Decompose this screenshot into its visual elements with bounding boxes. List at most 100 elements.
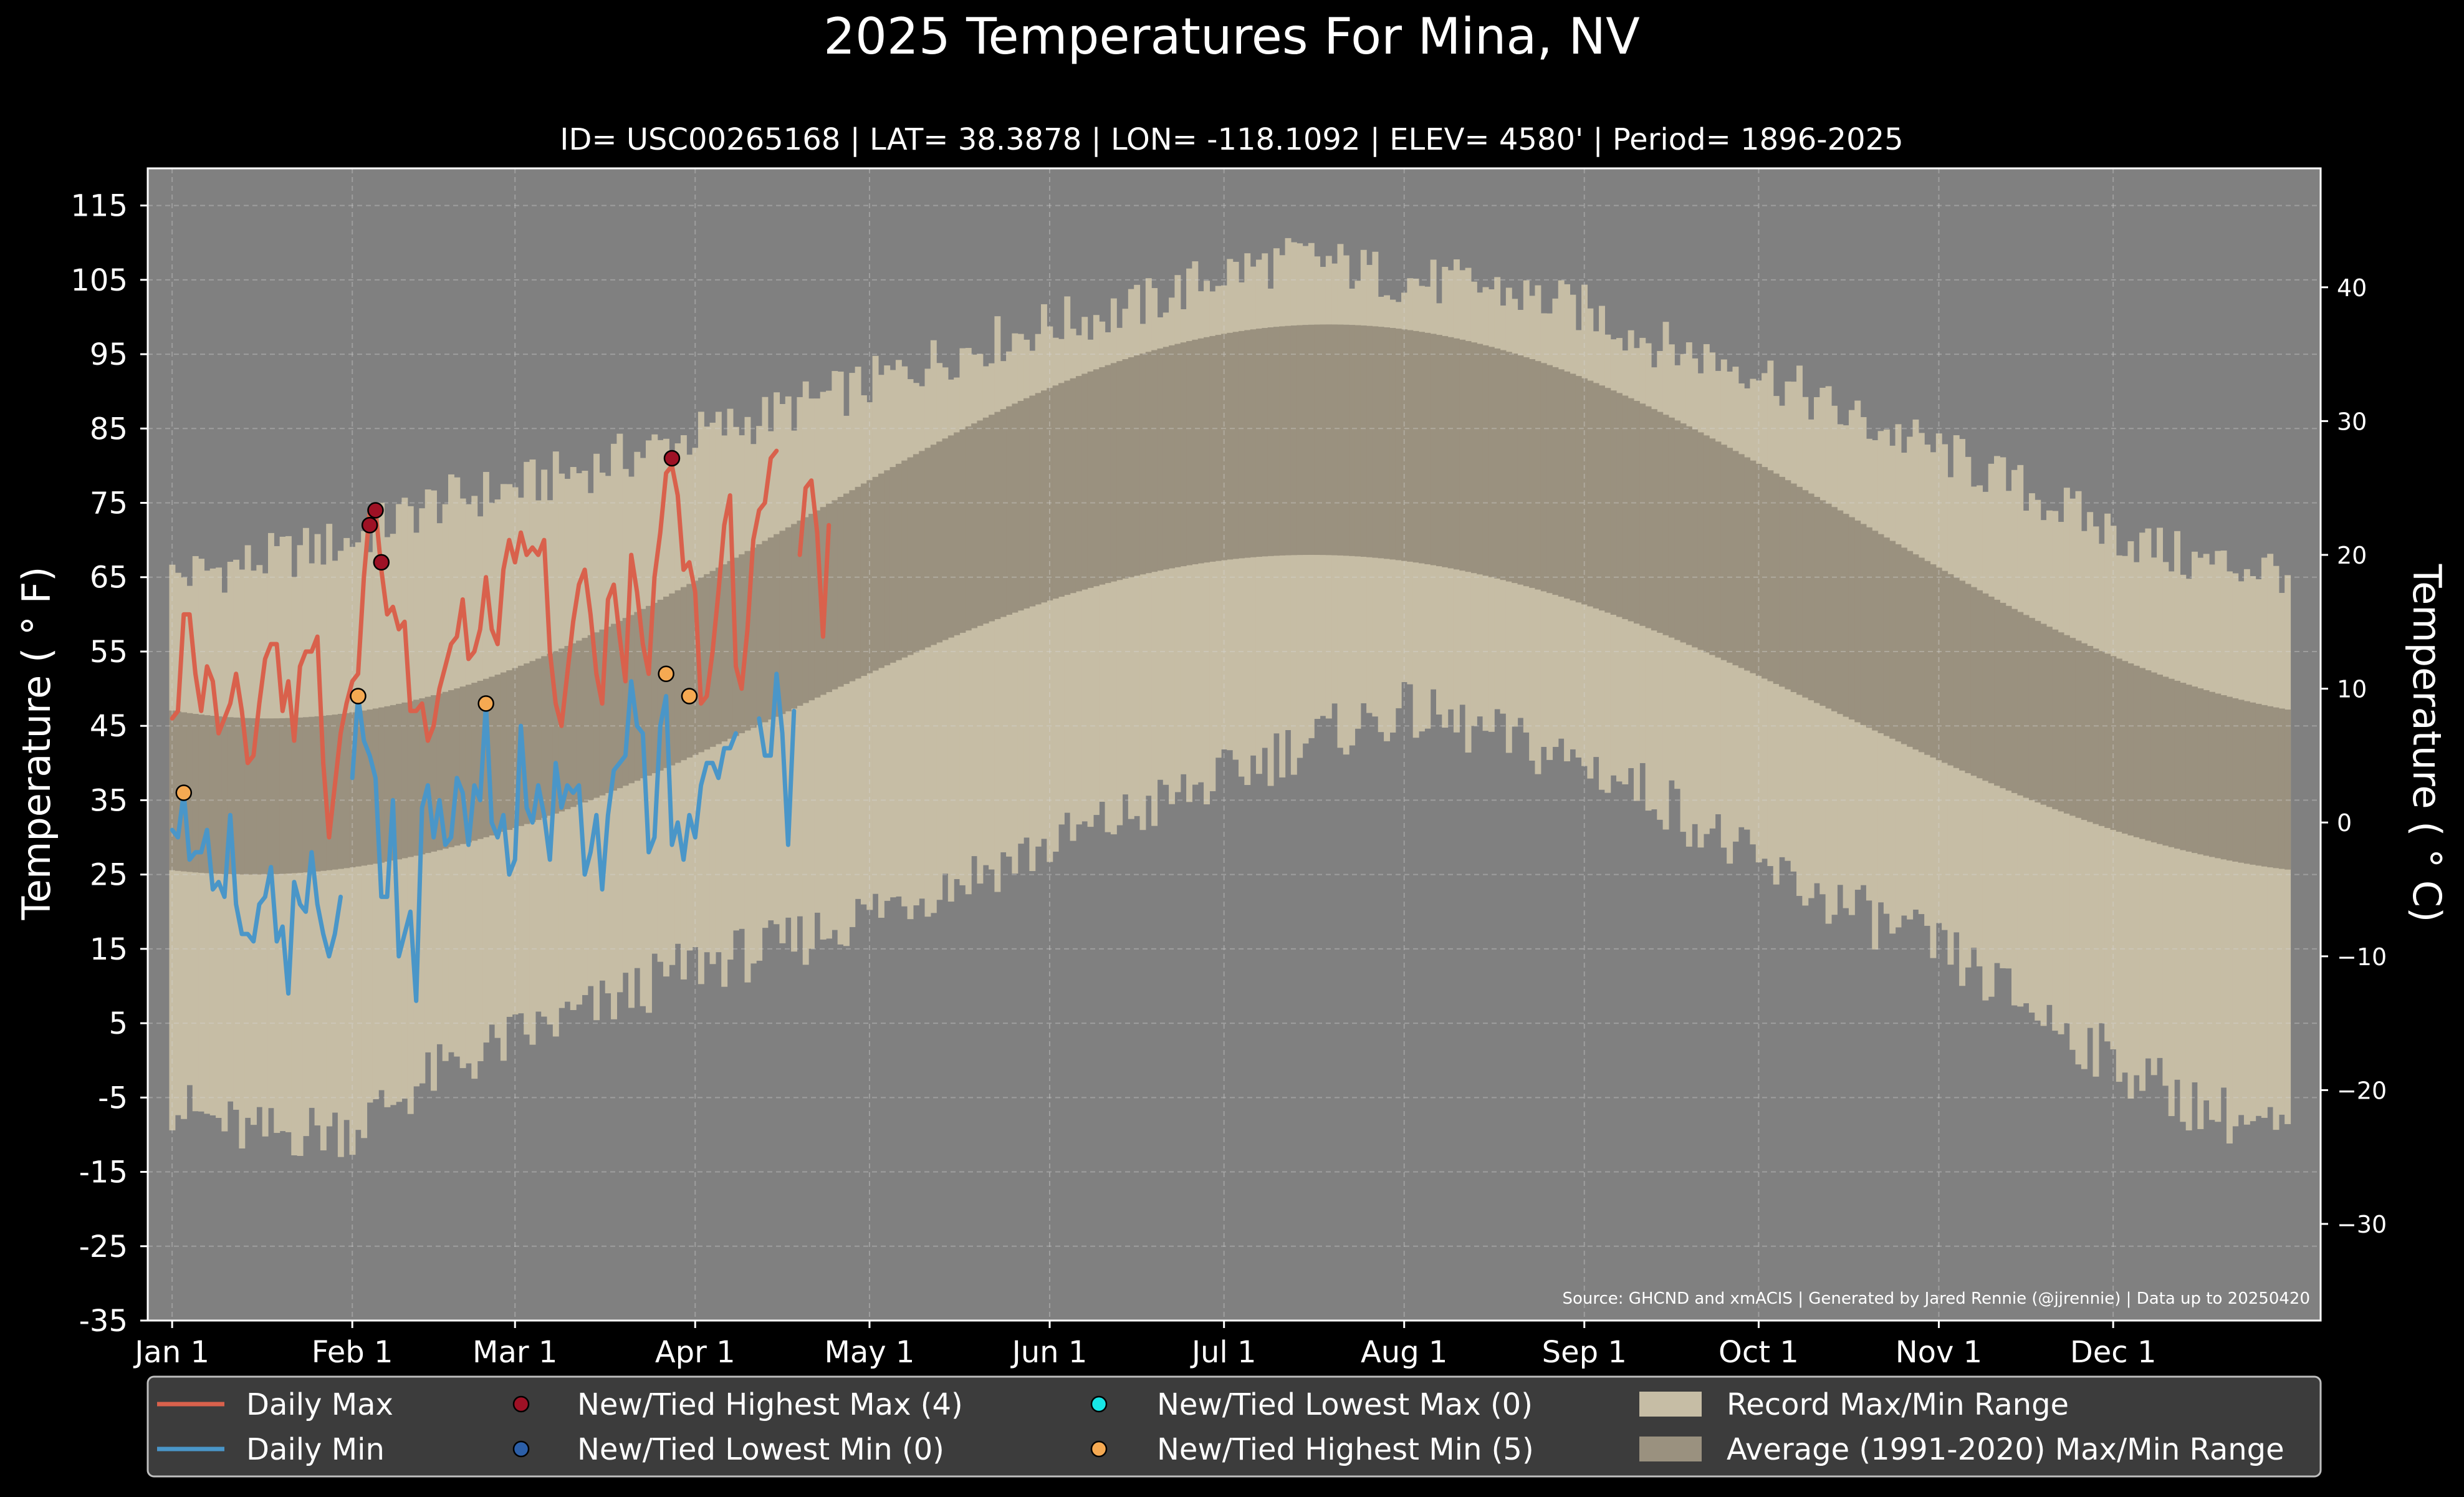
normal-range-bar [1442, 335, 1449, 567]
normal-range-bar [2261, 705, 2268, 867]
normal-range-bar [1523, 357, 1530, 587]
normal-range-bar [302, 717, 309, 873]
normal-range-bar [1622, 395, 1629, 619]
normal-range-bar [256, 718, 263, 875]
y-tick-label-left: 75 [90, 486, 128, 521]
normal-range-bar [378, 707, 385, 863]
y-tick-label-left: 45 [90, 709, 128, 744]
normal-range-bar [2162, 676, 2169, 846]
normal-range-bar [1767, 470, 1774, 681]
normal-range-bar [1204, 337, 1210, 563]
normal-range-bar [1616, 393, 1623, 617]
normal-range-bar [1657, 412, 1664, 633]
normal-range-bar [1825, 503, 1832, 709]
normal-range-bar [715, 567, 722, 744]
normal-range-bar [1883, 537, 1890, 736]
normal-range-bar [1099, 367, 1106, 585]
normal-range-bar [651, 602, 658, 774]
normal-range-bar [1918, 557, 1925, 753]
normal-range-bar [1727, 448, 1733, 663]
normal-range-bar [1994, 599, 2000, 786]
normal-range-bar [2150, 672, 2157, 843]
normal-range-bar [2278, 708, 2285, 869]
normal-range-bar [1668, 417, 1675, 638]
normal-range-bar [1953, 577, 1960, 768]
normal-range-bar [2267, 706, 2274, 868]
normal-range-bar [843, 493, 850, 684]
normal-range-bar [1785, 480, 1791, 690]
x-tick-label: Nov 1 [1896, 1335, 1982, 1370]
highest-max-marker [663, 450, 681, 467]
x-tick-label: Mar 1 [472, 1335, 557, 1370]
normal-range-bar [1877, 534, 1884, 734]
normal-range-bar [1238, 330, 1245, 559]
normal-range-bar [1552, 367, 1559, 595]
y-tick-label-right: −20 [2337, 1077, 2387, 1104]
normal-range-bar [169, 710, 176, 870]
normal-range-bar [1081, 373, 1088, 590]
normal-range-bar [646, 605, 652, 776]
normal-range-bar [686, 584, 693, 758]
legend-item: New/Tied Highest Min (5) [1090, 1432, 1534, 1467]
y-tick-label-left: -5 [98, 1081, 128, 1115]
normal-range-bar [849, 490, 856, 681]
normal-range-bar [721, 564, 728, 742]
normal-range-bar [1000, 409, 1007, 617]
normal-range-bar [1773, 473, 1780, 684]
normal-range-bar [1860, 524, 1867, 725]
normal-range-bar [1308, 324, 1315, 555]
y-tick-label-left: 85 [90, 412, 128, 446]
normal-range-bar [244, 718, 251, 875]
legend-item: New/Tied Lowest Min (0) [512, 1432, 944, 1467]
normal-range-bar [489, 676, 496, 835]
normal-range-bar [2127, 663, 2134, 835]
normal-range-bar [797, 520, 803, 706]
normal-range-bar [1866, 527, 1872, 728]
normal-range-bar [209, 716, 216, 874]
normal-range-bar [727, 561, 734, 739]
y-tick-label-left: 55 [90, 635, 128, 670]
normal-range-bar [1110, 363, 1117, 582]
y-tick-label-right: −30 [2337, 1211, 2387, 1238]
x-tick-label: Jul 1 [1190, 1335, 1257, 1370]
normal-range-bar [593, 632, 600, 798]
normal-range-bar [2139, 668, 2146, 839]
normal-range-bar [1116, 361, 1123, 580]
normal-range-bar [1447, 337, 1454, 569]
normal-range-bar [1087, 371, 1094, 588]
normal-range-bar [367, 710, 373, 865]
normal-range-bar [2250, 702, 2256, 865]
normal-range-bar [2092, 648, 2099, 824]
legend-item: Daily Min [157, 1432, 385, 1467]
normal-range-bar [198, 715, 205, 873]
normal-range-bar [2208, 691, 2215, 857]
normal-range-bar [239, 718, 246, 875]
y-tick-label-right: −10 [2337, 943, 2387, 971]
normal-range-bar [216, 716, 223, 874]
normal-range-bar [1412, 330, 1419, 563]
normal-range-bar [954, 432, 961, 635]
legend-patch-swatch [1639, 1437, 1702, 1461]
normal-range-bar [901, 460, 908, 658]
chart-subtitle: ID= USC00265168 | LAT= 38.3878 | LON= -1… [560, 122, 1903, 157]
normal-range-bar [1017, 400, 1024, 611]
normal-range-bar [1529, 359, 1536, 588]
normal-range-bar [936, 441, 943, 643]
daily-min-line [170, 791, 343, 996]
y-tick-label-left: 115 [70, 189, 128, 224]
normal-range-bar [1977, 590, 1983, 779]
normal-range-bar [785, 527, 792, 711]
normal-range-bar [448, 690, 454, 847]
normal-range-bar [2087, 646, 2094, 822]
y-tick-label-right: 40 [2337, 274, 2367, 302]
normal-range-bar [1604, 388, 1611, 613]
normal-range-bar [1244, 330, 1251, 558]
x-tick-label: Oct 1 [1719, 1335, 1799, 1370]
source-note: Source: GHCND and xmACIS | Generated by … [1562, 1289, 2310, 1308]
normal-range-bar [326, 715, 333, 870]
normal-range-bar [477, 680, 484, 839]
x-tick-label: Jan 1 [133, 1335, 209, 1370]
normal-range-bar [1703, 435, 1710, 653]
normal-range-bar [529, 661, 536, 822]
normal-range-bar [2075, 640, 2082, 818]
